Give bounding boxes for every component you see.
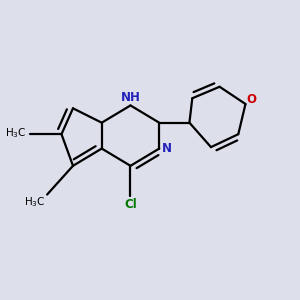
Text: N: N bbox=[162, 142, 172, 155]
Text: Cl: Cl bbox=[124, 197, 137, 211]
Text: NH: NH bbox=[121, 91, 140, 104]
Text: H$_3$C: H$_3$C bbox=[5, 126, 27, 140]
Text: O: O bbox=[246, 93, 256, 106]
Text: H$_3$C: H$_3$C bbox=[24, 195, 46, 208]
